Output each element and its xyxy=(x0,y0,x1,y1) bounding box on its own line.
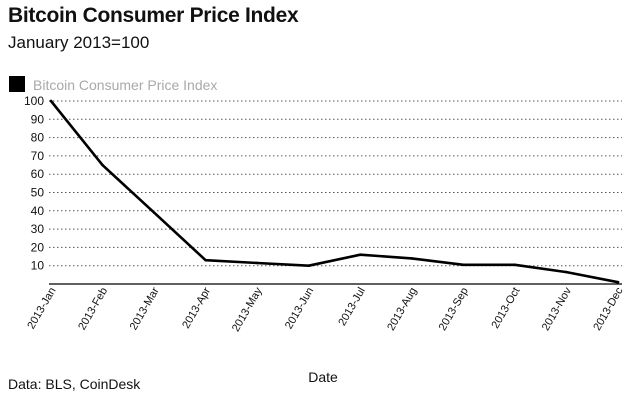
chart-subtitle: January 2013=100 xyxy=(8,33,150,52)
data-point xyxy=(204,258,207,262)
data-point xyxy=(152,211,156,214)
x-tick-label: 2013-Aug xyxy=(385,286,419,333)
x-tick-label: 2013-Sep xyxy=(437,286,471,333)
legend-label: Bitcoin Consumer Price Index xyxy=(33,77,217,93)
x-tick-label: 2013-Nov xyxy=(540,285,574,333)
y-tick-label: 30 xyxy=(31,222,45,236)
x-tick-label: 2013-Feb xyxy=(76,286,110,333)
y-tick-label: 40 xyxy=(31,204,45,218)
x-tick-label: 2013-Jan xyxy=(25,286,58,332)
legend: Bitcoin Consumer Price Index xyxy=(9,76,217,93)
y-tick-label: 100 xyxy=(24,94,44,108)
series-layer xyxy=(49,99,620,284)
x-tick-label: 2013-Mar xyxy=(128,285,162,332)
y-axis-ticks: 10 20 30 40 50 60 70 80 90 100 xyxy=(24,94,44,273)
data-point xyxy=(410,257,414,260)
data-point xyxy=(462,263,465,267)
data-point xyxy=(255,261,259,265)
y-tick-label: 70 xyxy=(31,149,45,163)
x-axis-title: Date xyxy=(308,369,338,385)
legend-swatch xyxy=(9,76,25,92)
y-tick-label: 20 xyxy=(31,240,45,254)
y-tick-label: 50 xyxy=(31,186,45,200)
data-point xyxy=(513,263,517,267)
y-tick-label: 60 xyxy=(31,167,45,181)
x-tick-label: 2013-Jun xyxy=(283,286,316,332)
y-tick-label: 10 xyxy=(31,259,45,273)
gridlines xyxy=(49,100,622,267)
data-point xyxy=(307,264,311,268)
series-line-0 xyxy=(49,99,620,284)
x-tick-label: 2013-May xyxy=(230,285,265,334)
x-tick-label: 2013-Jul xyxy=(336,286,367,329)
data-point xyxy=(358,253,362,257)
data-point xyxy=(565,270,568,274)
data-point xyxy=(101,163,104,167)
x-tick-label: 2013-Dec xyxy=(591,285,625,333)
data-point xyxy=(49,99,53,103)
x-tick-label: 2013-Oct xyxy=(489,286,522,331)
data-point xyxy=(616,280,620,284)
y-tick-label: 90 xyxy=(31,112,45,126)
x-tick-label: 2013-Apr xyxy=(180,285,213,330)
chart-title: Bitcoin Consumer Price Index xyxy=(8,4,299,27)
y-tick-label: 80 xyxy=(31,131,45,145)
x-axis-ticks: 2013-Jan 2013-Feb 2013-Mar 2013-Apr 2013-May… xyxy=(25,285,626,334)
data-source: Data: BLS, CoinDesk xyxy=(8,376,141,392)
